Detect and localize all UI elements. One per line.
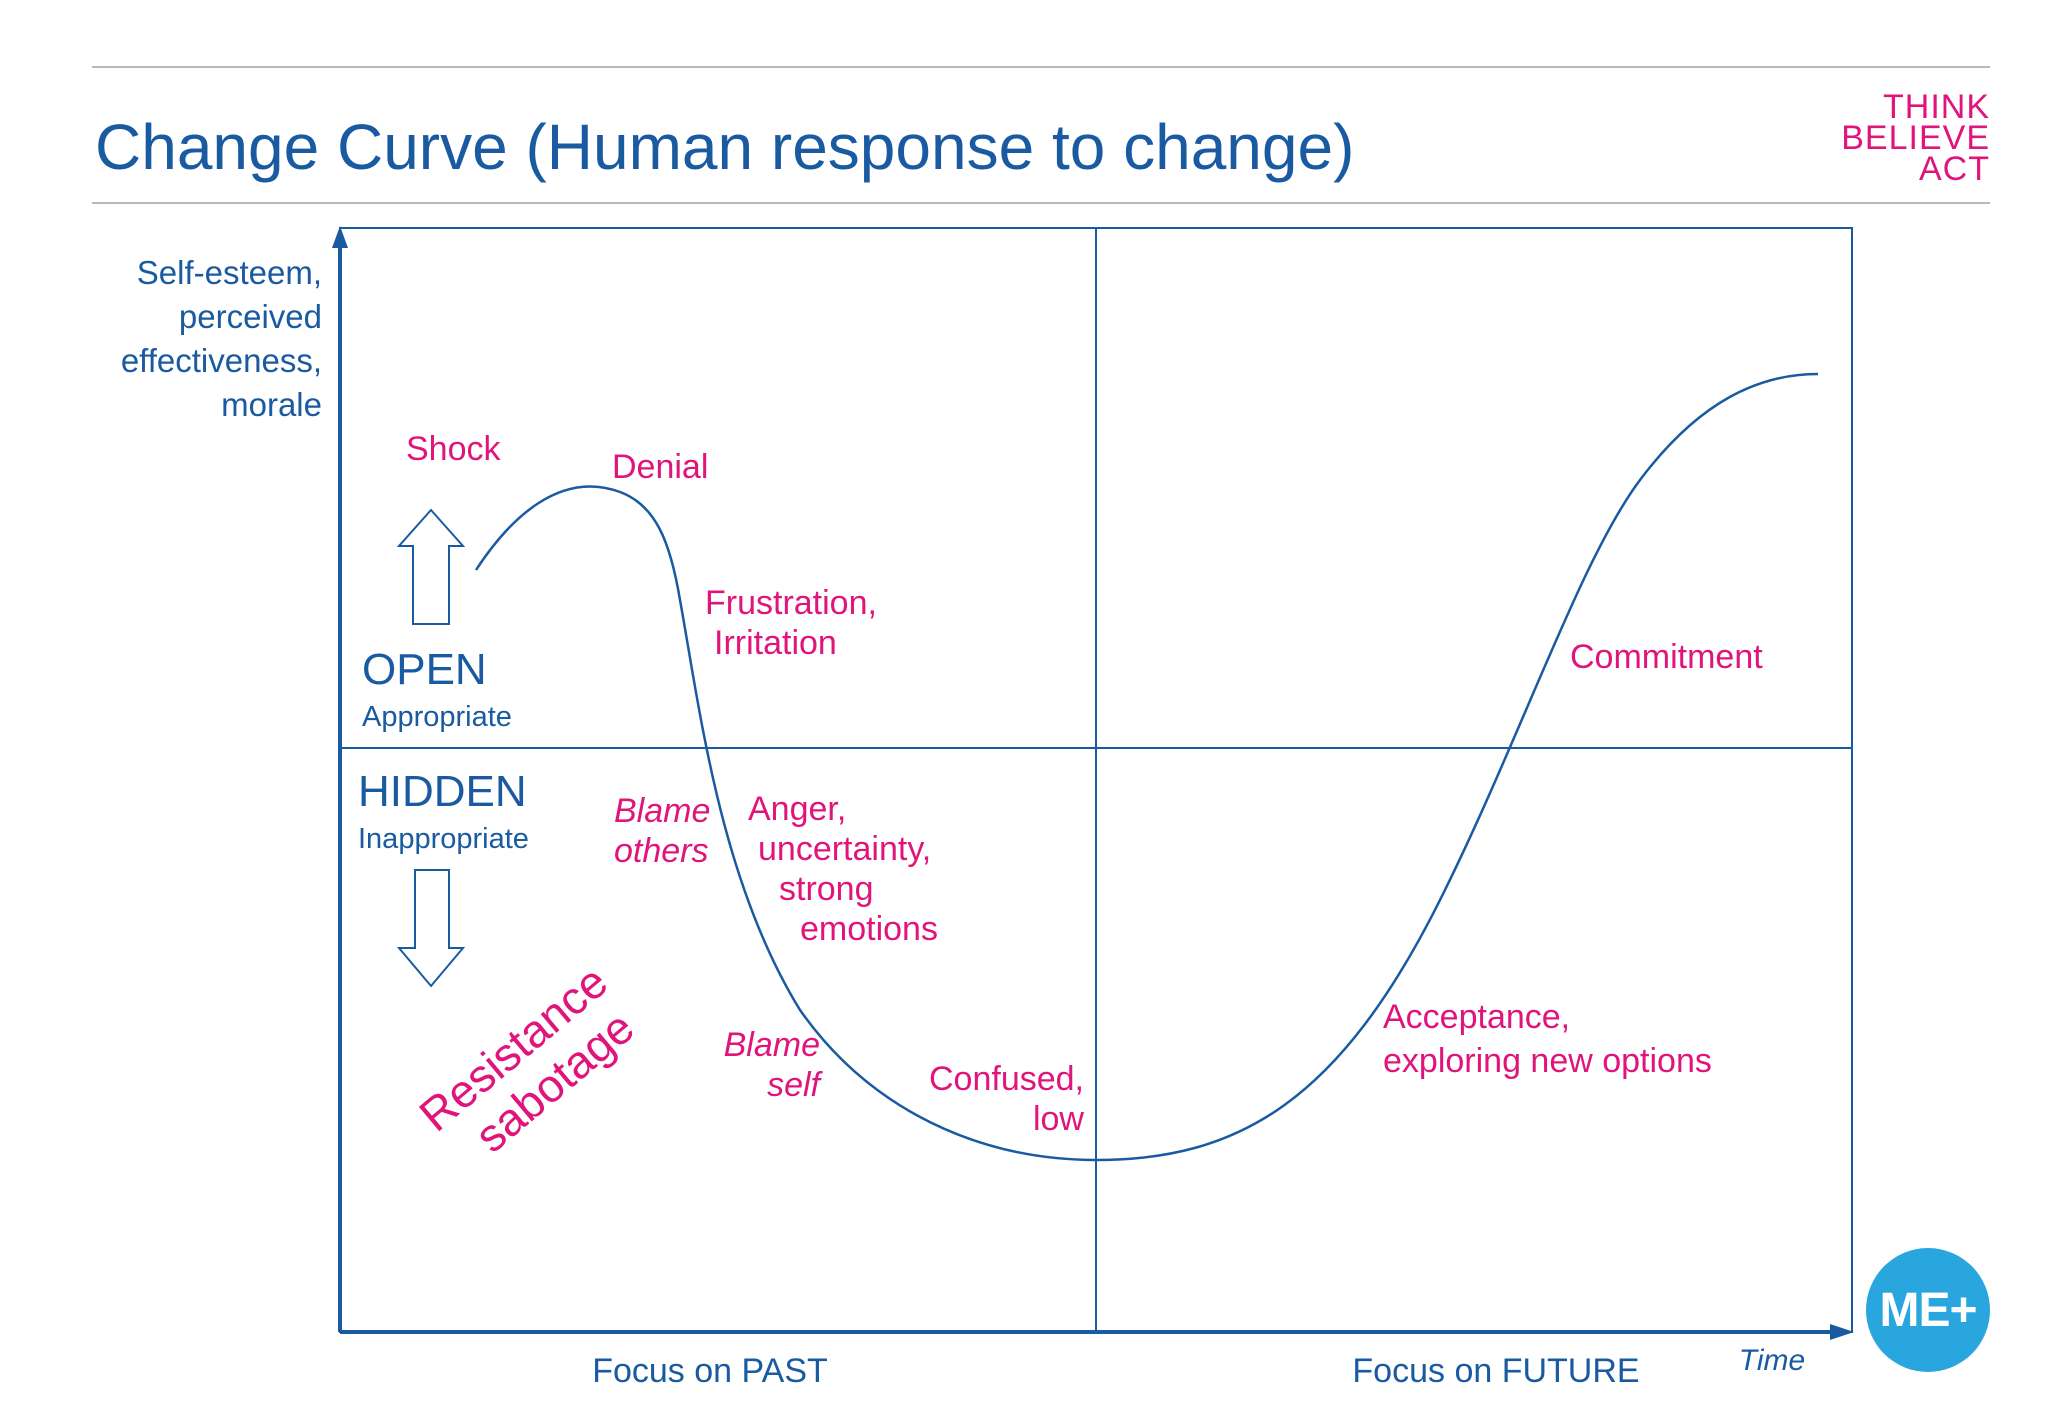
zone-labels: OPEN Appropriate HIDDEN Inappropriate [358,645,529,855]
me-plus-badge: ME+ [1866,1248,1990,1372]
logo-line-act: ACT [1919,150,1990,188]
stage-commitment: Commitment [1570,638,1763,676]
change-curve-line [474,372,1819,1162]
focus-past-label: Focus on PAST [592,1352,828,1390]
hidden-zone-subtitle: Inappropriate [358,823,529,855]
stage-blame-self-line-1: Blame [724,1026,820,1064]
stage-acceptance-line-1: Acceptance, [1383,998,1570,1036]
think-believe-act-logo: THINK BELIEVE ACT [1841,88,1990,188]
page-title: Change Curve (Human response to change) [95,111,1355,183]
x-axis-labels: Focus on PAST Focus on FUTURE Time [592,1344,1805,1390]
open-zone-title: OPEN [362,645,487,694]
logo-line-think: THINK [1883,88,1990,126]
y-label-line-4: morale [221,386,322,423]
time-label: Time [1739,1344,1805,1377]
focus-future-label: Focus on FUTURE [1352,1352,1639,1390]
stage-confused-line-2: low [1033,1100,1084,1138]
x-axis-arrow [1830,1324,1854,1340]
stage-labels: Shock Denial Frustration, Irritation Bla… [406,430,1763,1138]
stage-anger-line-1: Anger, [748,790,846,828]
stage-shock: Shock [406,430,501,468]
stage-confused-line-1: Confused, [929,1060,1084,1098]
stage-blame-others-line-2: others [614,832,709,870]
open-zone-subtitle: Appropriate [362,701,512,733]
stage-blame-self-line-2: self [767,1066,823,1104]
logo-line-believe: BELIEVE [1841,119,1990,157]
y-label-line-2: perceived [179,298,322,335]
open-up-arrow [396,508,466,625]
hidden-down-arrow [396,869,466,988]
stage-anger-line-3: strong [779,870,874,908]
resistance-sabotage-label: Resistance sabotage [409,955,643,1162]
stage-anger-line-2: uncertainty, [758,830,931,868]
title-rule [92,202,1990,204]
top-rule [92,66,1990,68]
stage-anger-line-4: emotions [800,910,938,948]
stage-blame-others-line-1: Blame [614,792,710,830]
y-label-line-1: Self-esteem, [137,254,322,291]
stage-frustration-line-2: Irritation [714,624,837,662]
stage-acceptance-line-2: exploring new options [1383,1042,1712,1080]
stage-frustration-line-1: Frustration, [705,584,877,622]
y-axis-label: Self-esteem, perceived effectiveness, mo… [121,254,322,423]
stage-denial: Denial [612,448,708,486]
y-axis-arrow [332,226,348,248]
hidden-zone-title: HIDDEN [358,767,527,816]
y-label-line-3: effectiveness, [121,342,322,379]
